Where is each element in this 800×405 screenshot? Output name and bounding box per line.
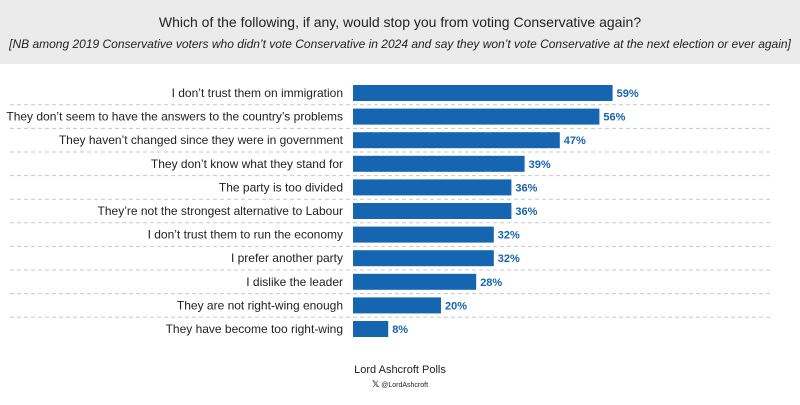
value-label: 20% <box>445 300 467 312</box>
category-label: They have become too right-wing <box>166 322 343 336</box>
bar <box>353 321 389 337</box>
footer-handle: @LordAshcroft <box>381 382 429 389</box>
chart-subtitle: [NB among 2019 Conservative voters who d… <box>9 37 791 51</box>
value-label: 28% <box>480 277 502 289</box>
bar <box>353 203 512 219</box>
bar <box>353 273 477 290</box>
value-label: 39% <box>529 159 551 171</box>
chart-title: Which of the following, if any, would st… <box>158 14 642 30</box>
bar <box>353 179 512 196</box>
value-label: 32% <box>498 253 520 265</box>
bar <box>353 85 613 101</box>
value-label: 47% <box>564 135 586 147</box>
category-label: They’re not the strongest alternative to… <box>98 204 343 218</box>
bar <box>353 155 525 172</box>
category-label: The party is too divided <box>219 180 343 194</box>
category-label: I dislike the leader <box>246 275 343 289</box>
bar-chart: I don’t trust them on immigration 59% They… <box>6 85 770 337</box>
category-label: I don’t trust them to run the economy <box>148 228 343 242</box>
category-label: I don’t trust them on immigration <box>172 86 343 100</box>
category-label: They don’t seem to have the answers to t… <box>6 110 343 124</box>
bar <box>353 297 441 314</box>
value-label: 36% <box>515 182 537 194</box>
value-label: 32% <box>498 230 520 242</box>
footer-brand: Lord Ashcroft Polls <box>354 364 446 376</box>
category-label: They haven’t changed since they were in … <box>59 133 344 147</box>
bar <box>353 250 494 267</box>
value-label: 59% <box>617 88 639 100</box>
header-band <box>0 0 800 64</box>
bar <box>353 226 494 243</box>
x-logo-icon: 𝕏 <box>371 379 380 389</box>
footer-handle-row: 𝕏 @LordAshcroft <box>0 379 800 390</box>
value-label: 36% <box>515 206 537 218</box>
category-label: I prefer another party <box>231 251 343 265</box>
bar <box>353 132 560 149</box>
value-label: 56% <box>603 112 625 124</box>
category-label: They are not right-wing enough <box>177 298 343 312</box>
category-label: They don’t know what they stand for <box>151 157 343 171</box>
bar <box>353 108 600 125</box>
value-label: 8% <box>392 324 408 336</box>
